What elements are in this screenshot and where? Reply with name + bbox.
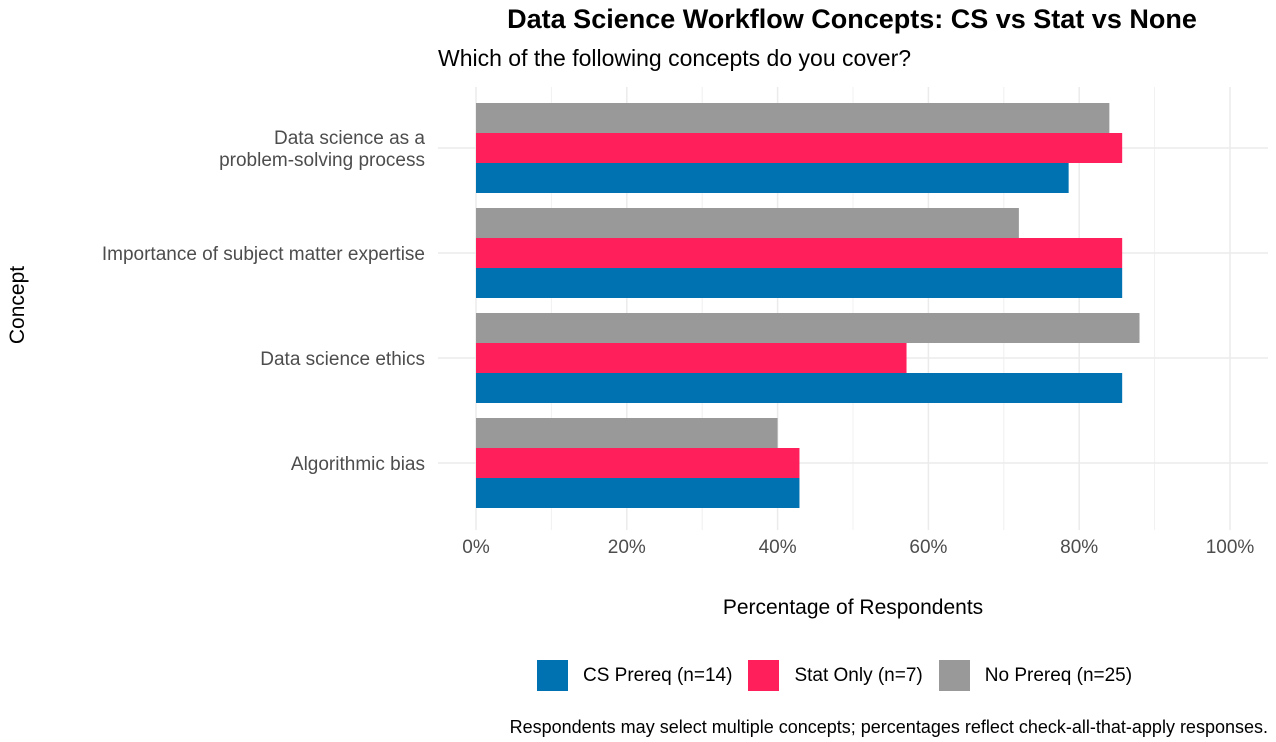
category-label: problem-solving process	[219, 150, 425, 171]
legend-label: CS Prereq (n=14)	[583, 664, 733, 686]
legend-swatch	[938, 660, 970, 691]
bar	[476, 313, 1140, 343]
bar	[476, 478, 800, 508]
legend-swatch	[748, 660, 780, 691]
legend: CS Prereq (n=14) Stat Only (n=7) No Prereq…	[537, 660, 1148, 691]
category-label: Importance of subject matter expertise	[102, 244, 425, 265]
legend-label: No Prereq (n=25)	[984, 664, 1133, 686]
x-tick-labels: 0% 20% 40% 60% 80% 100%	[462, 537, 1254, 558]
legend-swatch	[537, 660, 568, 691]
bar	[476, 208, 1019, 238]
bar	[476, 448, 800, 478]
bar	[476, 103, 1110, 133]
bar	[476, 133, 1123, 163]
x-tick-label: 20%	[608, 537, 646, 558]
bar	[476, 163, 1069, 193]
bar	[476, 268, 1123, 298]
category-label: Data science ethics	[260, 349, 425, 370]
x-axis-title: Percentage of Respondents	[723, 596, 983, 619]
bar	[476, 418, 778, 448]
legend-item: Stat Only (n=7)	[748, 660, 923, 691]
category-label: Algorithmic bias	[291, 454, 425, 475]
x-tick-label: 60%	[909, 537, 947, 558]
legend-item: No Prereq (n=25)	[938, 660, 1133, 691]
legend-label: Stat Only (n=7)	[794, 664, 923, 686]
x-tick-label: 40%	[759, 537, 797, 558]
chart-subtitle: Which of the following concepts do you c…	[438, 45, 912, 71]
bar	[476, 238, 1123, 268]
category-label: Data science as a	[274, 128, 425, 149]
legend-item: CS Prereq (n=14)	[537, 660, 732, 691]
chart-title: Data Science Workflow Concepts: CS vs St…	[507, 4, 1197, 34]
bars	[476, 103, 1140, 508]
bar	[476, 343, 907, 373]
bar	[476, 373, 1123, 403]
x-tick-label: 100%	[1206, 537, 1255, 558]
y-axis-title: Concept	[6, 266, 29, 344]
x-tick-label: 80%	[1060, 537, 1098, 558]
caption: Respondents may select multiple concepts…	[509, 717, 1268, 737]
x-tick-label: 0%	[462, 537, 490, 558]
